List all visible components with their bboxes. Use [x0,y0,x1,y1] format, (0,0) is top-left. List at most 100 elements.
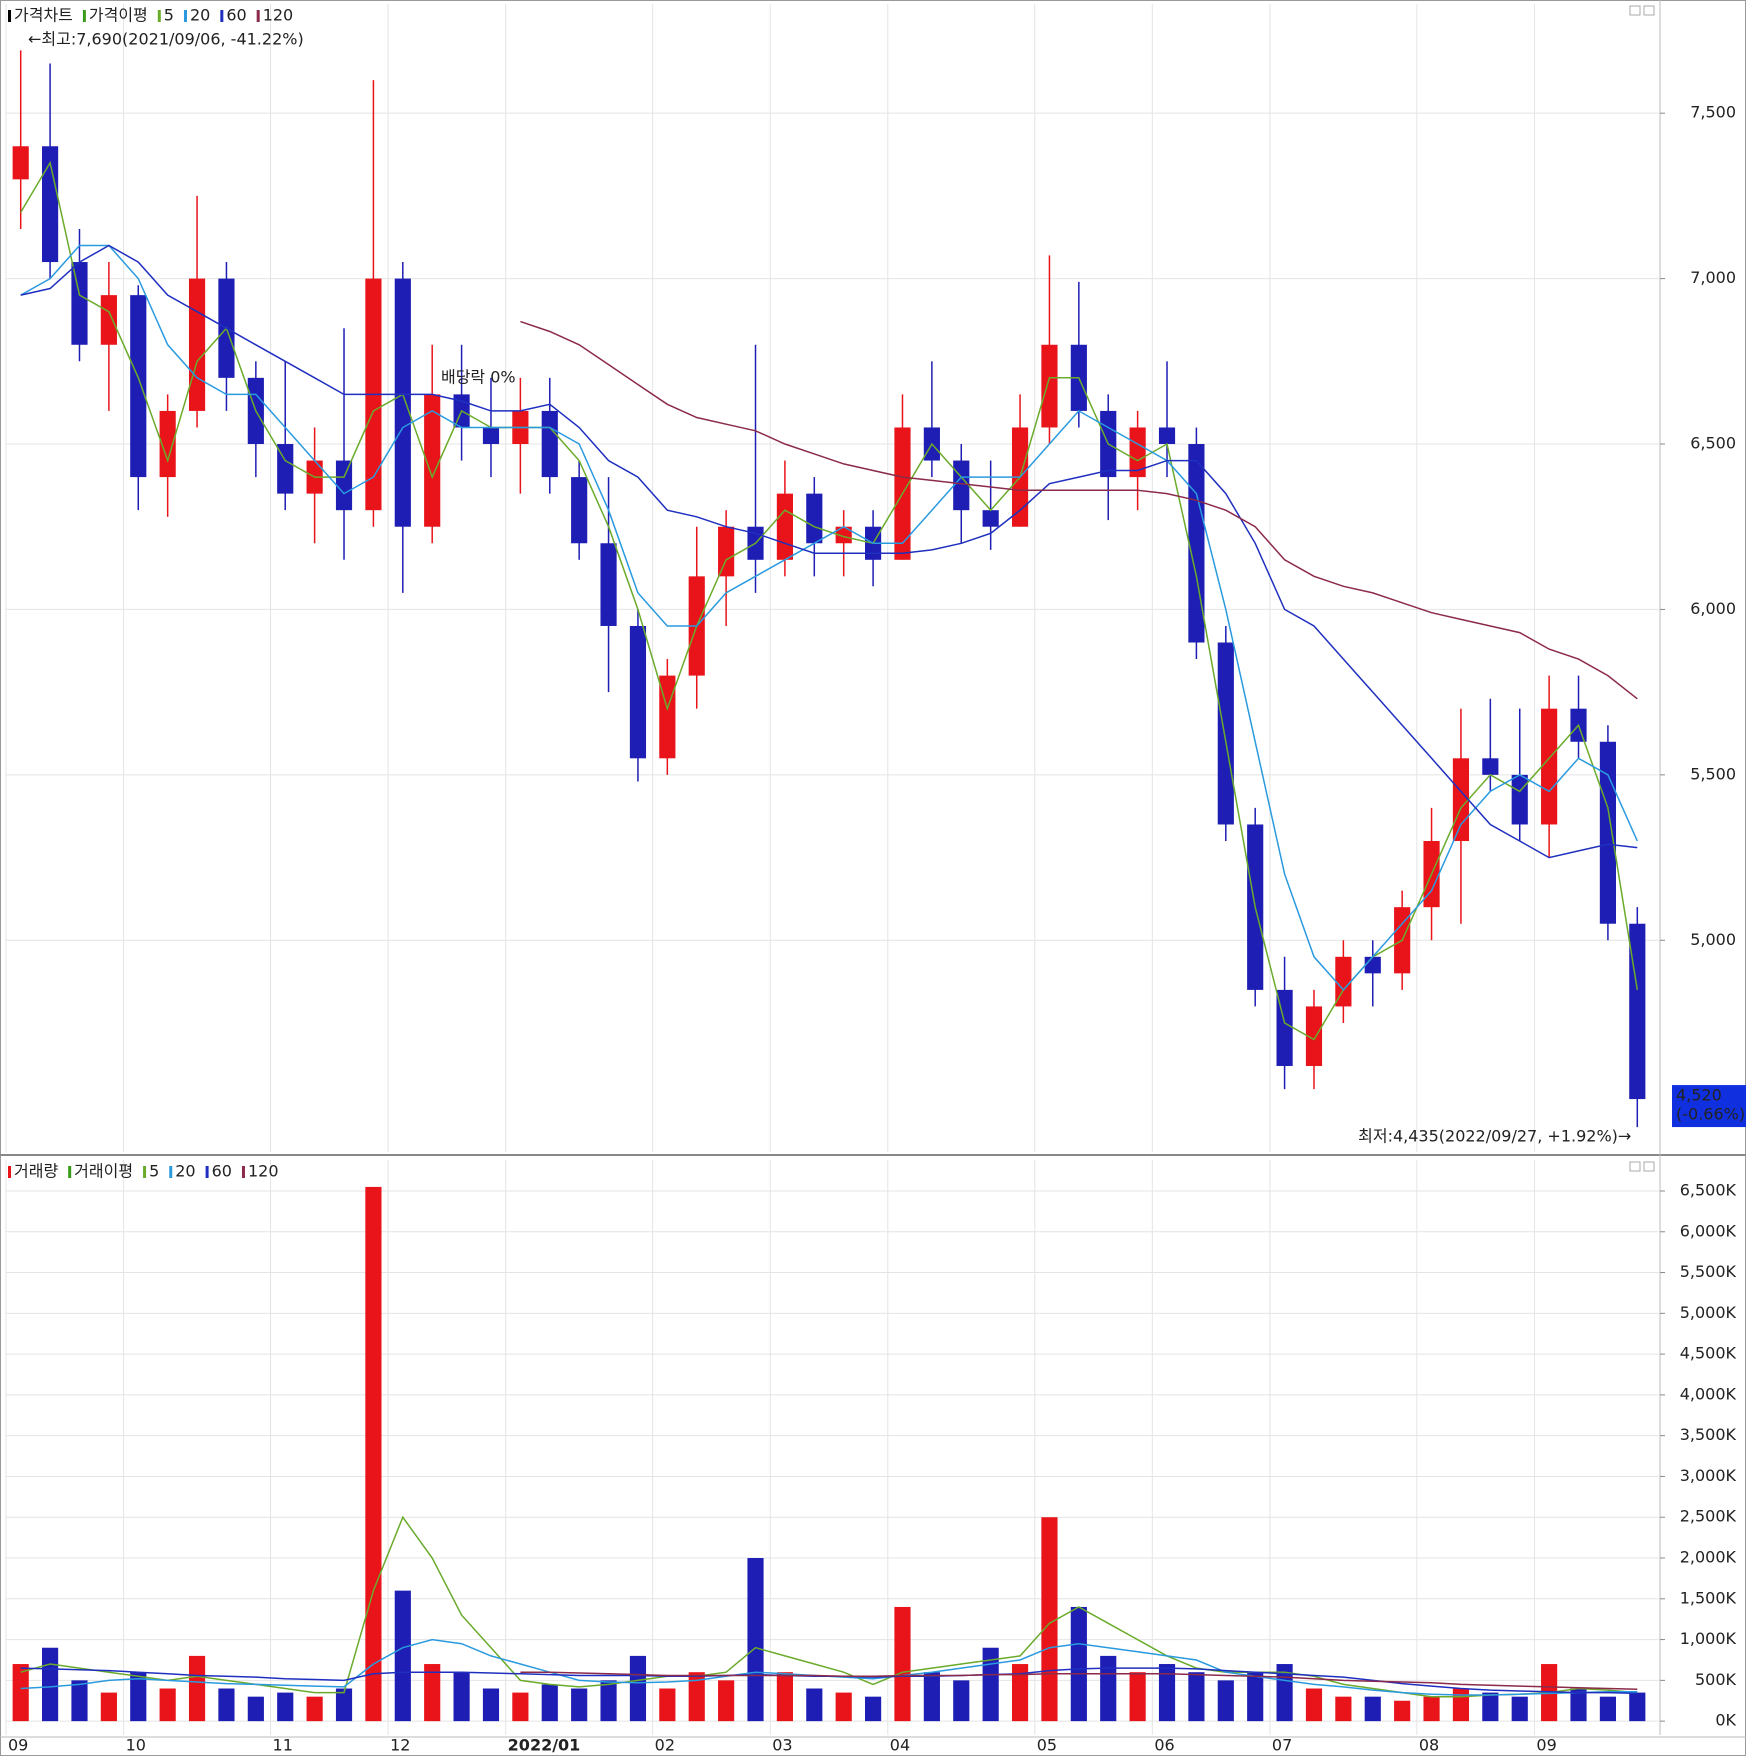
candle-body [1158,427,1176,445]
candle-body [1599,741,1616,924]
legend-swatch [220,10,224,22]
x-tick-label: 11 [273,1736,293,1755]
candle-body [1482,758,1499,775]
volume-bar [394,1590,411,1722]
volume-bar [42,1647,59,1722]
y-tick-label: 5,000 [1690,930,1736,949]
high-annotation: ←최고:7,690(2021/09/06, -41.22%) [28,30,304,49]
candle-body [424,394,441,527]
volume-bar [1100,1655,1117,1722]
candle-body [100,295,117,345]
candle-body [1129,427,1146,478]
volume-bar [1364,1696,1381,1722]
x-tick-label: 04 [890,1736,910,1755]
volume-bar [512,1692,529,1722]
legend-swatch [183,10,187,22]
volume-bar [718,1680,735,1722]
volume-bar [953,1680,970,1722]
y-tick-label: 2,500K [1680,1507,1737,1526]
legend-swatch [169,1166,173,1178]
x-tick-label: 03 [772,1736,792,1755]
candle-body [42,146,59,263]
volume-bar [835,1692,852,1722]
legend-swatch [205,1166,209,1178]
y-tick-label: 6,500K [1680,1180,1737,1199]
candle-body [982,510,999,527]
candle-body [806,493,823,544]
legend-label: 거래량 [14,1162,58,1181]
volume-bar [71,1680,88,1722]
candle-body [629,625,647,759]
volume-bar [982,1647,999,1722]
candle-body [277,444,294,494]
candle-body [1188,444,1205,643]
volume-bar [1452,1688,1470,1722]
legend-swatch [8,10,11,22]
volume-bar [865,1696,882,1722]
legend-label: 가격차트 [14,6,73,25]
y-tick-label: 5,500K [1680,1262,1737,1281]
volume-bar [188,1655,206,1722]
volume-bar [894,1606,911,1722]
legend-label: 60 [212,1162,232,1181]
x-tick-label: 06 [1154,1736,1174,1755]
legend-label: 거래이평 [74,1162,133,1181]
y-tick-label: 7,500 [1690,103,1736,122]
window-button [1643,1161,1655,1172]
legend-label: 5 [149,1162,159,1181]
y-tick-label: 1,000K [1680,1629,1737,1648]
ma-line [520,320,1638,700]
legend-label: 가격이평 [89,6,148,25]
legend-swatch [157,10,161,22]
volume-bar [277,1692,294,1722]
legend-swatch [256,10,260,22]
legend-swatch [8,1166,11,1178]
volume-bar [688,1672,705,1722]
ma-line [20,244,1638,992]
volume-bar [571,1688,588,1722]
volume-bar [1041,1517,1058,1722]
window-button [1629,1161,1641,1172]
current-price: 4,520 [1676,1086,1722,1105]
ma-line [520,1671,1638,1691]
volume-bar [12,1664,29,1722]
candle-body [600,543,617,626]
x-tick-label: 12 [390,1736,410,1755]
y-tick-label: 6,500 [1690,434,1736,453]
candle-body [71,262,88,345]
volume-bar [1599,1696,1616,1722]
candle-body [159,410,176,478]
legend-swatch [68,1166,72,1178]
x-tick-label: 09 [1536,1736,1556,1755]
candle-body [1364,956,1381,974]
volume-bar [424,1664,441,1722]
candle-body [1452,758,1470,842]
current-price-box [1672,1085,1746,1128]
x-tick-label: 10 [126,1736,146,1755]
candle-body [188,278,206,411]
candle-body [1511,774,1528,825]
volume-bar [923,1672,940,1722]
volume-bar [130,1672,147,1722]
x-tick-label: 02 [655,1736,675,1755]
volume-bar [1011,1664,1029,1722]
candle-body [953,460,970,511]
volume-bar [629,1655,647,1722]
candle-body [1541,708,1558,825]
volume-bar [247,1696,264,1722]
volume-bar [776,1672,793,1722]
volume-bar [541,1684,558,1722]
legend-label: 20 [190,6,210,25]
x-tick-label: 08 [1419,1736,1439,1755]
volume-bar [100,1692,117,1722]
y-tick-label: 0K [1715,1711,1736,1730]
candle-body [482,427,500,445]
volume-bar [1423,1696,1440,1722]
candle-body [12,146,29,180]
low-annotation: 최저:4,435(2022/09/27, +1.92%)→ [1358,1127,1631,1146]
volume-bar [306,1696,323,1722]
y-tick-label: 1,500K [1680,1588,1737,1607]
